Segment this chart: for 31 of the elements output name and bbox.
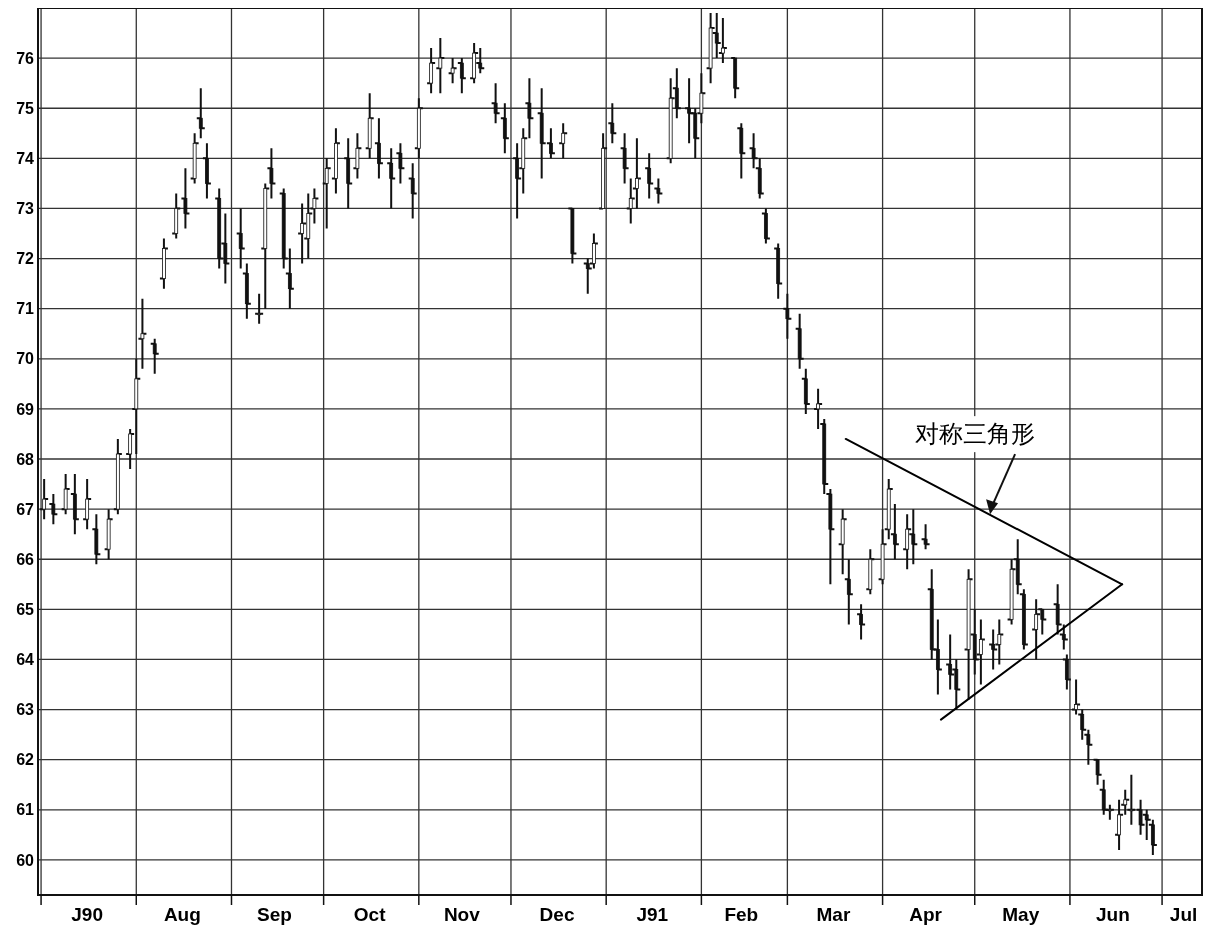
y-tick-label: 74	[16, 149, 35, 167]
y-tick-label: 75	[16, 99, 35, 117]
y-tick-label: 65	[16, 600, 35, 618]
y-tick-label: 76	[16, 49, 35, 67]
x-tick-label: May	[1002, 904, 1040, 925]
y-tick-label: 64	[16, 651, 35, 669]
y-tick-label: 68	[16, 450, 35, 468]
y-tick-label: 62	[16, 751, 35, 769]
annotation: 对称三角形	[915, 420, 1036, 449]
x-tick-label: J90	[71, 904, 103, 925]
x-tick-label: Aug	[163, 904, 201, 925]
x-tick-label: Dec	[539, 904, 575, 925]
y-tick-label: 73	[16, 200, 35, 218]
y-tick-label: 63	[16, 701, 35, 719]
y-tick-label: 69	[16, 400, 35, 418]
x-tick-label: J91	[636, 904, 669, 925]
x-tick-label: Sep	[257, 904, 292, 925]
y-tick-label: 71	[16, 300, 35, 318]
y-tick-label: 66	[16, 550, 35, 568]
y-tick-label: 60	[16, 851, 35, 869]
y-tick-label: 61	[16, 801, 35, 819]
y-tick-label: 72	[16, 250, 35, 268]
x-tick-label: Jul	[1169, 904, 1198, 925]
x-tick-label: Mar	[816, 904, 851, 925]
y-tick-label: 67	[16, 500, 35, 518]
x-tick-label: Jun	[1096, 904, 1130, 925]
x-tick-label: Nov	[443, 904, 481, 925]
y-tick-label: 70	[16, 350, 35, 368]
x-tick-label: Feb	[724, 904, 759, 925]
x-tick-label: Oct	[353, 904, 387, 925]
x-tick-label: Apr	[909, 904, 943, 925]
